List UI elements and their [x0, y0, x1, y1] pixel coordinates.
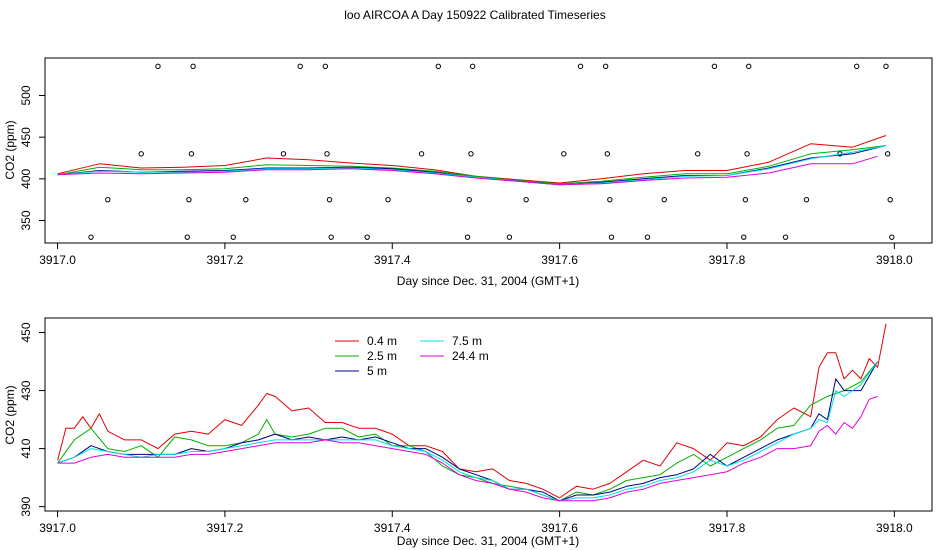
calibration-marker-24 — [506, 234, 513, 240]
bottom-x-axis: 3917.0 3917.2 3917.4 3917.6 3917.8 3918.0 — [39, 511, 913, 535]
bottom-series-line-1 — [57, 361, 878, 502]
top-x-tick-label-0: 3917.0 — [39, 253, 76, 267]
bottom-series-line-0 — [57, 323, 887, 499]
bottom-series-line-4 — [57, 395, 878, 502]
top-x-tick-label-1: 3917.2 — [207, 253, 244, 267]
calibration-marker-18 — [418, 151, 425, 157]
top-x-tick-label-2: 3917.4 — [374, 253, 411, 267]
calibration-marker-33 — [661, 196, 667, 203]
top-y-axis: 350 400 450 500 — [19, 85, 45, 231]
calibration-marker-17 — [385, 196, 391, 203]
calibration-marker-5 — [186, 196, 192, 203]
calibration-marker-37 — [742, 196, 749, 203]
bottom-x-tick-label-4: 3917.8 — [709, 521, 746, 535]
bottom-x-tick-label-1: 3917.2 — [207, 521, 244, 535]
bottom-x-tick-label-5: 3918.0 — [876, 521, 913, 535]
bottom-y-axis-label: CO2 (ppm) — [3, 385, 17, 444]
top-y-tick-label-1: 400 — [19, 169, 33, 189]
calibration-marker-28 — [602, 63, 609, 70]
calibration-marker-39 — [746, 63, 752, 70]
calibration-marker-6 — [188, 151, 195, 157]
calibration-marker-21 — [466, 196, 472, 203]
legend-label-2: 5 m — [367, 364, 387, 378]
top-x-axis-label: Day since Dec. 31, 2004 (GMT+1) — [397, 274, 579, 288]
calibration-marker-3 — [155, 63, 161, 70]
legend-label-0: 0.4 m — [367, 334, 397, 348]
calibration-marker-22 — [468, 151, 474, 157]
bottom-x-tick-label-2: 3917.4 — [374, 521, 411, 535]
calibration-marker-40 — [782, 234, 789, 240]
calibration-marker-9 — [243, 196, 249, 203]
calibration-marker-8 — [230, 234, 236, 240]
bottom-y-axis: 390 410 430 450 — [19, 322, 45, 517]
top-y-tick-label-0: 350 — [19, 210, 33, 230]
calibration-marker-1 — [105, 196, 111, 203]
calibration-marker-10 — [280, 151, 287, 157]
calibration-marker-35 — [711, 63, 718, 70]
top-x-tick-label-5: 3918.0 — [876, 253, 913, 267]
calibration-marker-44 — [883, 63, 889, 70]
calibration-marker-34 — [694, 151, 701, 157]
bottom-series-lines — [57, 323, 887, 502]
legend-label-1: 2.5 m — [367, 349, 397, 363]
calibration-marker-41 — [803, 196, 810, 203]
calibration-marker-32 — [644, 234, 651, 240]
calibration-marker-47 — [889, 234, 895, 240]
bottom-y-tick-label-0: 390 — [19, 496, 33, 516]
top-series-lines — [57, 135, 887, 186]
calibration-marker-11 — [297, 63, 303, 70]
top-y-tick-label-3: 500 — [19, 85, 33, 105]
calibration-marker-27 — [577, 63, 584, 70]
top-x-tick-label-4: 3917.8 — [709, 253, 746, 267]
calibration-marker-25 — [523, 196, 529, 203]
bottom-series-line-3 — [57, 361, 879, 502]
calibration-marker-2 — [138, 151, 144, 157]
legend-label-4: 24.4 m — [452, 349, 489, 363]
bottom-x-tick-label-3: 3917.6 — [541, 521, 578, 535]
bottom-y-tick-label-2: 430 — [19, 380, 33, 400]
calibration-marker-30 — [607, 196, 613, 203]
calibration-marker-19 — [435, 63, 441, 70]
top-x-axis: 3917.0 3917.2 3917.4 3917.6 3917.8 3918.0 — [39, 243, 913, 267]
top-y-axis-label: CO2 (ppm) — [3, 120, 17, 179]
calibration-marker-0 — [88, 234, 94, 240]
bottom-y-tick-label-3: 450 — [19, 322, 33, 342]
calibration-marker-16 — [364, 234, 370, 240]
calibration-marker-7 — [190, 63, 196, 70]
legend-label-3: 7.5 m — [452, 334, 482, 348]
bottom-series-line-2 — [57, 361, 879, 502]
bottom-y-tick-label-1: 410 — [19, 438, 33, 458]
calibration-marker-14 — [326, 196, 333, 203]
top-series-line-1 — [57, 145, 887, 185]
calibration-marker-26 — [561, 151, 567, 157]
calibration-marker-36 — [741, 234, 747, 240]
calibration-marker-12 — [322, 63, 329, 70]
bottom-x-tick-label-0: 3917.0 — [39, 521, 76, 535]
calibration-marker-46 — [887, 196, 893, 203]
legend: 0.4 m2.5 m5 m 7.5 m24.4 m — [335, 334, 489, 378]
top-series-line-4 — [57, 155, 878, 186]
bottom-x-axis-label: Day since Dec. 31, 2004 (GMT+1) — [397, 534, 579, 548]
top-plot-frame — [44, 57, 933, 244]
calibration-marker-15 — [328, 234, 334, 240]
bottom-plot-frame — [44, 317, 933, 512]
calibration-marker-43 — [853, 63, 860, 70]
calibration-marker-45 — [884, 151, 891, 157]
calibration-marker-23 — [469, 63, 476, 70]
calibration-marker-4 — [184, 234, 190, 240]
chart-title: loo AIRCOA A Day 150922 Calibrated Times… — [344, 8, 606, 22]
calibration-marker-20 — [464, 234, 471, 240]
top-series-line-3 — [57, 145, 887, 186]
calibration-marker-31 — [608, 234, 615, 240]
top-y-tick-label-2: 450 — [19, 127, 33, 147]
calibration-marker-38 — [744, 151, 750, 157]
top-calibration-markers — [88, 63, 895, 240]
calibration-marker-13 — [324, 151, 330, 157]
top-x-tick-label-3: 3917.6 — [541, 253, 578, 267]
calibration-marker-29 — [604, 151, 611, 157]
